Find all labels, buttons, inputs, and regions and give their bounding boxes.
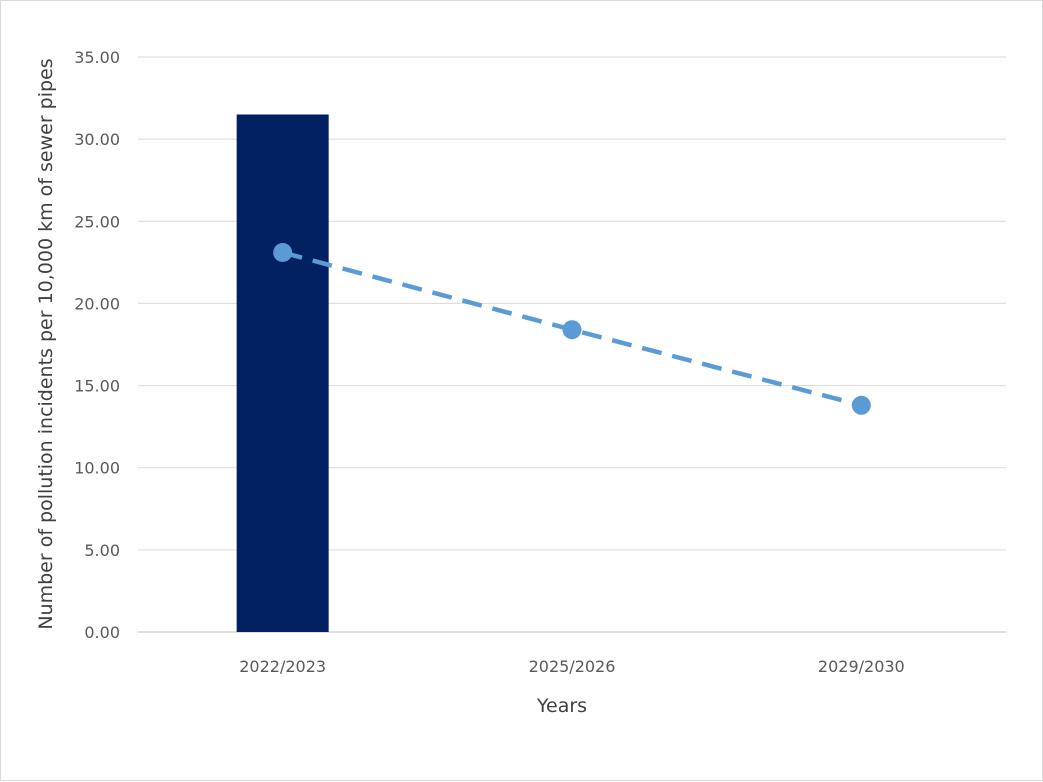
y-axis-title: Number of pollution incidents per 10,000… bbox=[35, 58, 57, 629]
y-tick-label: 15.00 bbox=[74, 377, 120, 396]
y-tick-label: 25.00 bbox=[74, 212, 120, 231]
x-tick-label: 2029/2030 bbox=[818, 657, 905, 676]
y-tick-label: 10.00 bbox=[74, 459, 120, 478]
x-tick-label: 2025/2026 bbox=[529, 657, 616, 676]
trend-line bbox=[282, 250, 862, 408]
y-axis-ticks: 0.00 5.00 10.00 15.00 20.00 25.00 30.00 35.00 bbox=[74, 48, 120, 642]
x-tick-label: 2022/2023 bbox=[239, 657, 326, 676]
data-point bbox=[562, 320, 582, 340]
y-tick-label: 20.00 bbox=[74, 294, 120, 313]
data-point bbox=[273, 243, 293, 262]
line-series bbox=[273, 243, 871, 415]
x-axis-ticks: 2022/2023 2025/2026 2029/2030 bbox=[239, 657, 904, 676]
y-tick-label: 30.00 bbox=[74, 130, 120, 149]
x-axis-title: Years bbox=[536, 695, 587, 717]
y-tick-label: 0.00 bbox=[84, 623, 120, 642]
data-point bbox=[851, 395, 871, 415]
bar-series bbox=[236, 114, 329, 632]
bar bbox=[236, 114, 329, 632]
y-tick-label: 5.00 bbox=[84, 541, 120, 560]
y-tick-label: 35.00 bbox=[74, 48, 120, 67]
